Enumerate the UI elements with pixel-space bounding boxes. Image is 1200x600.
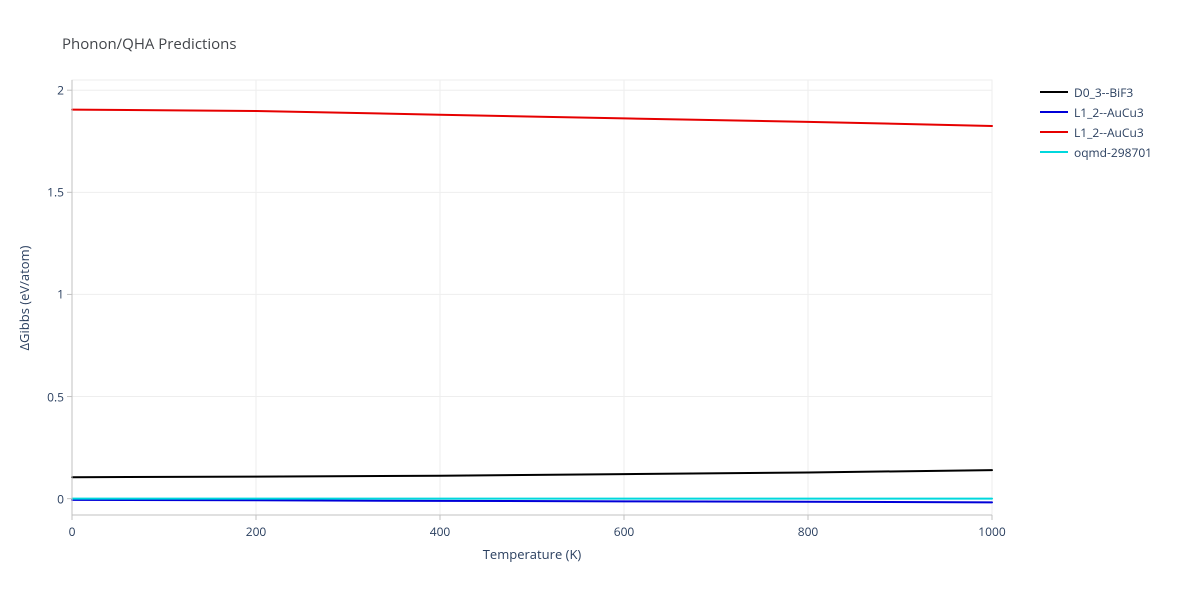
- legend-swatch: [1040, 151, 1068, 153]
- y-tick-label: 1: [57, 286, 64, 303]
- chart-container: Phonon/QHA Predictions 02004006008001000…: [0, 0, 1200, 600]
- legend-item[interactable]: D0_3--BiF3: [1040, 82, 1152, 102]
- x-tick-label: 400: [430, 523, 451, 540]
- y-tick-label: 2: [57, 82, 64, 99]
- legend-swatch: [1040, 91, 1068, 93]
- legend-swatch: [1040, 111, 1068, 113]
- legend-item[interactable]: L1_2--AuCu3: [1040, 102, 1152, 122]
- y-tick-label: 0.5: [47, 388, 64, 405]
- legend-item[interactable]: L1_2--AuCu3: [1040, 122, 1152, 142]
- y-axis-label: ΔGibbs (eV/atom): [15, 245, 33, 350]
- x-tick-label: 800: [798, 523, 819, 540]
- x-tick-label: 0: [69, 523, 76, 540]
- legend-item[interactable]: oqmd-298701: [1040, 142, 1152, 162]
- x-axis-label: Temperature (K): [483, 545, 582, 563]
- legend-label: L1_2--AuCu3: [1074, 104, 1144, 121]
- legend-label: L1_2--AuCu3: [1074, 124, 1144, 141]
- legend: D0_3--BiF3 L1_2--AuCu3 L1_2--AuCu3 oqmd-298…: [1040, 82, 1152, 162]
- legend-swatch: [1040, 131, 1068, 133]
- y-tick-label: 1.5: [47, 184, 64, 201]
- x-tick-label: 600: [614, 523, 635, 540]
- y-tick-label: 0: [57, 490, 64, 507]
- x-tick-label: 1000: [978, 523, 1005, 540]
- x-tick-label: 200: [246, 523, 267, 540]
- plot-area: [0, 0, 1200, 600]
- legend-label: D0_3--BiF3: [1074, 84, 1133, 101]
- legend-label: oqmd-298701: [1074, 144, 1152, 161]
